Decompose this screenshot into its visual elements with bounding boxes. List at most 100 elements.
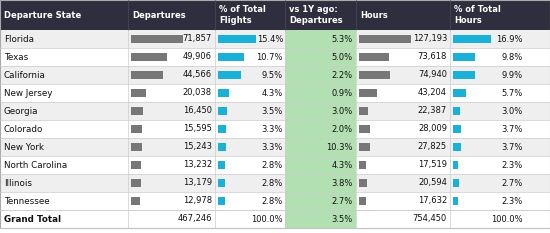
Bar: [359, 71, 389, 79]
Text: 3.7%: 3.7%: [502, 143, 523, 151]
Text: 2.8%: 2.8%: [262, 161, 283, 169]
Bar: [218, 53, 244, 61]
Bar: [285, 138, 356, 156]
Bar: [285, 120, 356, 138]
Bar: [218, 71, 241, 79]
Text: 9.5%: 9.5%: [262, 71, 283, 79]
Text: 2.3%: 2.3%: [502, 196, 523, 206]
Bar: [453, 179, 459, 187]
Bar: [131, 143, 142, 151]
Text: Departures: Departures: [132, 10, 186, 20]
Bar: [0, 0, 550, 30]
Bar: [359, 35, 411, 43]
Bar: [285, 156, 356, 174]
Text: 43,204: 43,204: [418, 89, 447, 97]
Bar: [0, 48, 550, 66]
Text: 20,594: 20,594: [418, 178, 447, 188]
Bar: [0, 66, 550, 84]
Text: 3.3%: 3.3%: [262, 143, 283, 151]
Bar: [453, 35, 491, 43]
Text: 2.7%: 2.7%: [332, 196, 353, 206]
Bar: [0, 120, 550, 138]
Text: 2.3%: 2.3%: [502, 161, 523, 169]
Bar: [359, 89, 377, 97]
Text: North Carolina: North Carolina: [4, 161, 67, 169]
Text: 5.3%: 5.3%: [332, 34, 353, 44]
Bar: [218, 197, 225, 205]
Bar: [453, 53, 475, 61]
Text: 15.4%: 15.4%: [257, 34, 283, 44]
Text: 22,387: 22,387: [418, 106, 447, 116]
Text: 4.3%: 4.3%: [332, 161, 353, 169]
Bar: [131, 179, 141, 187]
Bar: [218, 89, 229, 97]
Text: 10.7%: 10.7%: [256, 52, 283, 62]
Text: Grand Total: Grand Total: [4, 215, 61, 223]
Bar: [131, 35, 183, 43]
Text: % of Total
Flights: % of Total Flights: [219, 5, 266, 25]
Text: 9.9%: 9.9%: [502, 71, 523, 79]
Text: 28,009: 28,009: [418, 124, 447, 134]
Bar: [218, 107, 227, 115]
Text: 2.0%: 2.0%: [332, 124, 353, 134]
Bar: [218, 161, 225, 169]
Text: 73,618: 73,618: [417, 52, 447, 62]
Text: 12,978: 12,978: [183, 196, 212, 206]
Bar: [285, 84, 356, 102]
Bar: [359, 143, 370, 151]
Bar: [453, 161, 458, 169]
Bar: [453, 143, 461, 151]
Bar: [0, 138, 550, 156]
Text: California: California: [4, 71, 46, 79]
Bar: [218, 143, 226, 151]
Bar: [0, 102, 550, 120]
Bar: [359, 161, 366, 169]
Text: 100.0%: 100.0%: [251, 215, 283, 223]
Text: 3.0%: 3.0%: [502, 106, 523, 116]
Text: 13,179: 13,179: [183, 178, 212, 188]
Text: 467,246: 467,246: [178, 215, 212, 223]
Bar: [359, 197, 366, 205]
Text: New York: New York: [4, 143, 44, 151]
Bar: [453, 71, 475, 79]
Bar: [359, 107, 368, 115]
Text: vs 1Y ago:
Departures: vs 1Y ago: Departures: [289, 5, 343, 25]
Bar: [453, 107, 460, 115]
Bar: [359, 53, 389, 61]
Text: 9.8%: 9.8%: [502, 52, 523, 62]
Bar: [453, 197, 458, 205]
Bar: [131, 161, 141, 169]
Text: 3.7%: 3.7%: [502, 124, 523, 134]
Text: Tennessee: Tennessee: [4, 196, 49, 206]
Text: 2.2%: 2.2%: [332, 71, 353, 79]
Text: 44,566: 44,566: [183, 71, 212, 79]
Text: 0.9%: 0.9%: [332, 89, 353, 97]
Bar: [0, 84, 550, 102]
Bar: [285, 192, 356, 210]
Bar: [285, 66, 356, 84]
Text: Georgia: Georgia: [4, 106, 38, 116]
Text: 74,940: 74,940: [418, 71, 447, 79]
Text: 17,632: 17,632: [418, 196, 447, 206]
Text: % of Total
Hours: % of Total Hours: [454, 5, 501, 25]
Bar: [453, 125, 461, 133]
Text: 15,243: 15,243: [183, 143, 212, 151]
Text: 2.8%: 2.8%: [262, 196, 283, 206]
Text: 49,906: 49,906: [183, 52, 212, 62]
Text: 3.3%: 3.3%: [262, 124, 283, 134]
Text: 3.8%: 3.8%: [332, 178, 353, 188]
Text: Departure State: Departure State: [4, 10, 81, 20]
Text: 127,193: 127,193: [412, 34, 447, 44]
Text: 4.3%: 4.3%: [262, 89, 283, 97]
Text: Florida: Florida: [4, 34, 34, 44]
Bar: [131, 89, 146, 97]
Bar: [285, 48, 356, 66]
Bar: [131, 107, 143, 115]
Bar: [0, 210, 550, 228]
Text: 2.8%: 2.8%: [262, 178, 283, 188]
Text: 13,232: 13,232: [183, 161, 212, 169]
Bar: [131, 125, 142, 133]
Bar: [0, 192, 550, 210]
Bar: [0, 30, 550, 48]
Text: 16.9%: 16.9%: [497, 34, 523, 44]
